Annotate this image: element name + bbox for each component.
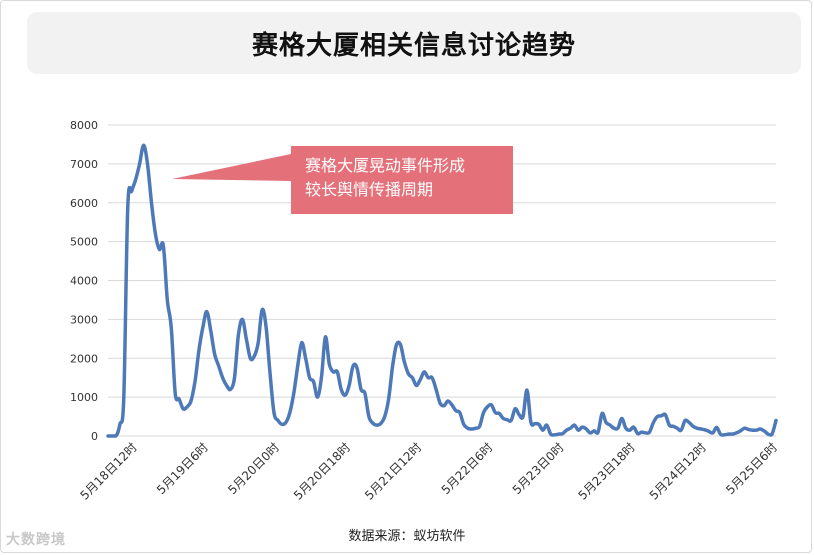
data-source: 数据来源：蚁坊软件 bbox=[348, 529, 466, 544]
y-tick-label: 7000 bbox=[70, 158, 98, 171]
y-tick-label: 6000 bbox=[70, 197, 98, 210]
x-tick-labels: 5月18日12时 5月19日6时 5月20日0时 5月20日18时 5月21日12时 5月… bbox=[77, 440, 780, 502]
title-banner: 赛格大厦相关信息讨论趋势 bbox=[27, 12, 801, 74]
x-tick-label: 5月23日18时 bbox=[576, 440, 638, 502]
y-tick-label: 4000 bbox=[70, 275, 98, 288]
chart-title: 赛格大厦相关信息讨论趋势 bbox=[251, 30, 576, 61]
x-tick-label: 5月23日0时 bbox=[510, 440, 567, 497]
annotation-callout: 赛格大厦晃动事件形成 较长舆情传播周期 bbox=[291, 146, 513, 214]
y-tick-label: 3000 bbox=[70, 313, 98, 326]
watermark-logo: 大数跨境 bbox=[6, 532, 66, 548]
y-tick-label: 5000 bbox=[70, 236, 98, 249]
callout-line-2: 较长舆情传播周期 bbox=[305, 180, 434, 199]
x-tick-label: 5月22日6时 bbox=[439, 440, 496, 497]
x-tick-label: 5月21日12时 bbox=[362, 440, 424, 502]
y-tick-labels: 0 1000 2000 3000 4000 5000 6000 7000 8000 bbox=[70, 119, 98, 443]
series-line bbox=[106, 143, 778, 438]
y-tick-label: 0 bbox=[91, 430, 98, 443]
x-tick-label: 5月25日6时 bbox=[723, 440, 780, 497]
y-tick-label: 1000 bbox=[70, 391, 98, 404]
callout-line-1: 赛格大厦晃动事件形成 bbox=[305, 156, 466, 175]
y-tick-label: 2000 bbox=[70, 352, 98, 365]
x-tick-label: 5月24日12时 bbox=[647, 440, 709, 502]
x-tick-label: 5月20日0时 bbox=[225, 440, 282, 497]
x-tick-label: 5月18日12时 bbox=[77, 440, 139, 502]
x-tick-label: 5月20日18时 bbox=[291, 440, 353, 502]
y-tick-label: 8000 bbox=[70, 119, 98, 132]
x-tick-label: 5月19日6时 bbox=[154, 440, 211, 497]
callout-pointer bbox=[172, 154, 291, 181]
